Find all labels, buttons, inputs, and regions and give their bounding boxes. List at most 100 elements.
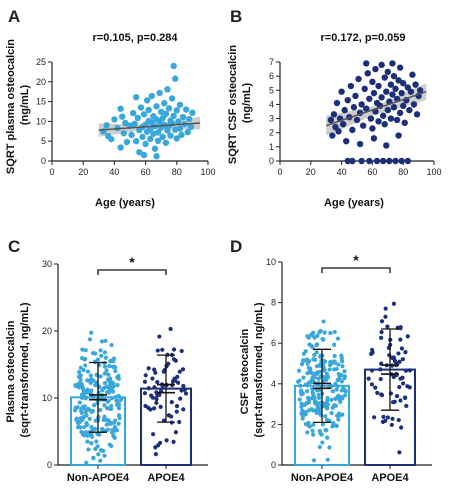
data-point bbox=[372, 65, 379, 73]
data-point bbox=[322, 359, 328, 364]
data-point bbox=[341, 385, 346, 390]
data-point bbox=[143, 373, 148, 378]
data-point bbox=[349, 157, 356, 165]
data-point bbox=[90, 408, 96, 414]
data-point bbox=[73, 407, 78, 412]
data-point bbox=[102, 371, 107, 376]
data-point bbox=[187, 123, 195, 131]
data-point bbox=[117, 105, 124, 112]
data-point bbox=[301, 358, 306, 363]
data-point bbox=[84, 460, 89, 465]
data-point bbox=[337, 413, 343, 418]
data-point bbox=[395, 77, 402, 84]
data-point bbox=[311, 432, 316, 437]
data-point bbox=[109, 342, 114, 348]
y-tick-label: 30 bbox=[42, 259, 52, 269]
data-point bbox=[80, 404, 85, 410]
data-point bbox=[416, 87, 424, 94]
scatter-panel-b: r=0.172, p=0.059 SQRT CSF osteocalcin (n… bbox=[227, 32, 442, 209]
data-point bbox=[339, 379, 344, 384]
data-point bbox=[87, 378, 92, 384]
scatter-panel-a: r=0.105, p=0.284 SQRT plasma osteocalcin… bbox=[5, 32, 216, 209]
data-point bbox=[317, 395, 322, 400]
data-point bbox=[322, 368, 327, 373]
data-point bbox=[305, 430, 310, 435]
data-point bbox=[363, 60, 370, 67]
significance-bracket bbox=[321, 267, 391, 273]
data-point bbox=[389, 422, 394, 428]
data-point bbox=[88, 373, 93, 378]
data-point bbox=[174, 409, 179, 414]
data-point bbox=[77, 400, 82, 405]
x-tick-label: 60 bbox=[367, 167, 377, 177]
data-point bbox=[394, 394, 400, 399]
data-point bbox=[298, 383, 303, 388]
data-point bbox=[349, 126, 356, 134]
data-point bbox=[150, 376, 155, 381]
data-point bbox=[161, 369, 166, 374]
data-point bbox=[79, 410, 85, 416]
data-point bbox=[407, 385, 412, 390]
y-axis-label-c-line2: (sqrt-transformed, ng/mL) bbox=[19, 302, 31, 437]
data-point bbox=[333, 99, 341, 107]
data-point bbox=[109, 358, 115, 363]
data-point bbox=[157, 334, 162, 339]
data-point bbox=[413, 111, 421, 118]
data-point bbox=[113, 427, 118, 432]
data-point bbox=[369, 78, 376, 86]
data-point bbox=[173, 430, 179, 435]
data-point bbox=[108, 136, 115, 143]
data-point bbox=[76, 383, 81, 388]
y-tick-label: 15 bbox=[36, 97, 46, 107]
data-point bbox=[113, 394, 118, 400]
data-point bbox=[89, 434, 95, 439]
data-point bbox=[79, 417, 84, 422]
data-point bbox=[375, 390, 380, 396]
data-point bbox=[117, 144, 124, 151]
data-point bbox=[169, 400, 174, 405]
data-point bbox=[82, 433, 87, 438]
data-point bbox=[95, 357, 101, 362]
data-point bbox=[90, 351, 96, 356]
category-label: Non-APOE4 bbox=[67, 472, 130, 484]
data-point bbox=[383, 314, 388, 319]
data-point bbox=[369, 368, 375, 373]
data-point bbox=[312, 372, 317, 377]
data-point bbox=[298, 389, 303, 394]
data-point bbox=[98, 374, 103, 379]
data-point bbox=[340, 359, 345, 364]
data-point bbox=[133, 138, 140, 145]
data-point bbox=[314, 343, 319, 348]
data-point bbox=[392, 85, 399, 93]
data-point bbox=[98, 458, 103, 463]
data-point bbox=[115, 401, 120, 406]
data-point bbox=[177, 369, 182, 374]
data-point bbox=[296, 368, 302, 373]
data-point bbox=[89, 388, 94, 393]
y-tick-label: 10 bbox=[266, 257, 276, 267]
y-axis-label-b-line1: SQRT CSF osteocalcin bbox=[227, 45, 239, 164]
data-point bbox=[78, 425, 83, 430]
data-point bbox=[369, 125, 376, 132]
data-point bbox=[73, 382, 78, 388]
data-point bbox=[161, 99, 168, 107]
data-point bbox=[178, 396, 183, 401]
data-point bbox=[364, 70, 371, 77]
data-point bbox=[179, 113, 187, 121]
data-point bbox=[393, 116, 401, 124]
data-point bbox=[152, 367, 157, 372]
data-point bbox=[154, 129, 162, 136]
data-point bbox=[317, 428, 322, 434]
data-point bbox=[311, 379, 316, 384]
x-tick-label: 40 bbox=[337, 167, 347, 177]
regression-line bbox=[98, 122, 201, 131]
x-tick-label: 20 bbox=[306, 167, 316, 177]
data-point bbox=[151, 145, 159, 152]
data-point bbox=[299, 362, 305, 367]
data-point bbox=[170, 112, 177, 120]
data-point bbox=[189, 109, 196, 116]
data-point bbox=[102, 364, 108, 369]
data-point bbox=[343, 138, 350, 145]
data-point bbox=[128, 131, 135, 139]
data-point bbox=[321, 337, 326, 342]
